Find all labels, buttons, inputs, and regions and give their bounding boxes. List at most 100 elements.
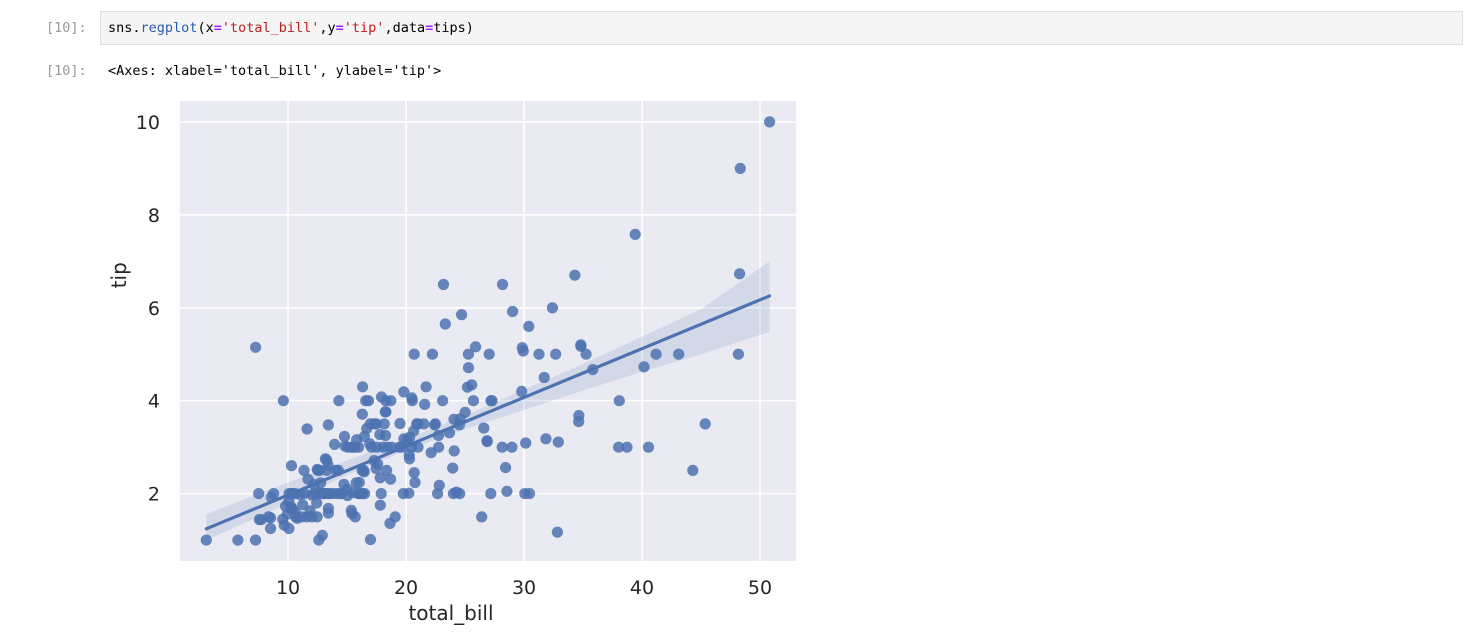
data-point	[362, 395, 375, 407]
data-point	[353, 441, 365, 453]
data-point	[673, 348, 685, 360]
data-point	[433, 479, 445, 491]
y-tick-label: 6	[148, 298, 160, 320]
data-point	[447, 462, 459, 474]
code-token: =	[335, 20, 344, 36]
data-point	[311, 511, 323, 523]
output-prompt: [10]:	[46, 63, 87, 79]
data-point	[552, 436, 564, 448]
code-token: tips)	[433, 20, 474, 36]
data-point	[650, 348, 662, 360]
data-point	[418, 418, 430, 430]
data-point	[250, 534, 262, 546]
data-point	[265, 512, 277, 524]
data-point	[358, 466, 370, 478]
data-point	[349, 511, 361, 523]
data-point	[329, 438, 341, 450]
data-point	[523, 488, 536, 500]
code-token: regplot	[140, 20, 198, 36]
x-tick-label: 50	[748, 577, 772, 599]
data-point	[638, 361, 650, 373]
data-point	[359, 488, 371, 500]
code-token: =	[425, 20, 434, 36]
code-cell[interactable]: sns.regplot(x='total_bill',y='tip',data=…	[100, 11, 1463, 45]
data-point	[580, 348, 592, 360]
data-point	[283, 522, 295, 535]
data-point	[268, 488, 280, 500]
code-token: 'total_bill'	[221, 20, 320, 36]
data-point	[501, 485, 513, 497]
data-point	[298, 464, 310, 476]
data-point	[370, 418, 382, 430]
x-tick-label: 30	[512, 577, 536, 599]
data-point	[439, 318, 451, 330]
code-token: ,y	[319, 20, 336, 36]
data-point	[322, 502, 334, 515]
data-point	[448, 445, 460, 457]
data-point	[285, 460, 298, 472]
data-point	[629, 228, 641, 240]
y-tick-label: 2	[148, 484, 160, 506]
data-point	[506, 441, 518, 453]
data-point	[517, 345, 529, 357]
data-point	[375, 488, 387, 500]
code-token: ,data	[384, 20, 426, 36]
data-point	[403, 453, 416, 465]
output-text: <Axes: xlabel='total_bill', ylabel='tip'…	[108, 63, 442, 79]
data-point	[389, 511, 401, 523]
data-point	[732, 348, 745, 360]
data-point	[470, 341, 482, 353]
data-point	[301, 423, 313, 435]
data-point	[372, 458, 384, 470]
data-point	[467, 395, 479, 407]
data-point	[500, 462, 512, 474]
data-point	[374, 472, 386, 484]
code-token: 'tip'	[343, 20, 385, 36]
data-point	[364, 534, 377, 546]
data-point	[613, 395, 625, 407]
data-point	[398, 386, 410, 398]
data-point	[496, 441, 508, 453]
data-point	[253, 488, 265, 500]
data-point	[297, 499, 309, 511]
data-point	[764, 116, 776, 128]
data-point	[426, 348, 438, 360]
regression-line-layer	[204, 294, 772, 531]
data-point	[456, 309, 468, 321]
data-point	[311, 497, 323, 509]
data-point	[734, 268, 746, 280]
data-point	[466, 379, 478, 391]
data-point	[333, 395, 345, 407]
data-point	[232, 534, 244, 546]
data-point	[394, 417, 406, 430]
data-point	[462, 348, 474, 360]
data-point	[353, 476, 365, 489]
code-token: .	[132, 20, 141, 36]
code-line[interactable]: sns.regplot(x='total_bill',y='tip',data=…	[108, 20, 474, 36]
data-point	[200, 534, 212, 546]
data-point	[533, 348, 545, 360]
data-point	[538, 371, 550, 384]
data-point	[459, 406, 471, 418]
data-point	[406, 395, 418, 407]
data-point	[523, 320, 535, 332]
data-point	[642, 441, 655, 453]
data-point	[437, 278, 450, 291]
x-tick-label: 40	[630, 577, 654, 599]
data-point	[486, 395, 498, 407]
data-point	[483, 348, 495, 360]
data-point	[550, 348, 562, 360]
tick-labels-layer: 10 20 30 40 50 2 4 6 8 10	[136, 112, 772, 599]
regplot-chart: 10 20 30 40 50 2 4 6 8 10 total_bill tip	[107, 101, 796, 625]
data-point	[338, 430, 351, 443]
data-point	[357, 381, 369, 393]
data-point	[378, 418, 390, 430]
y-tick-label: 10	[136, 112, 160, 134]
data-point	[277, 395, 289, 407]
y-tick-label: 8	[148, 205, 160, 227]
data-point	[540, 433, 552, 445]
data-point	[551, 526, 563, 538]
points-layer	[200, 116, 776, 546]
data-point	[613, 441, 625, 453]
data-point	[385, 473, 397, 485]
